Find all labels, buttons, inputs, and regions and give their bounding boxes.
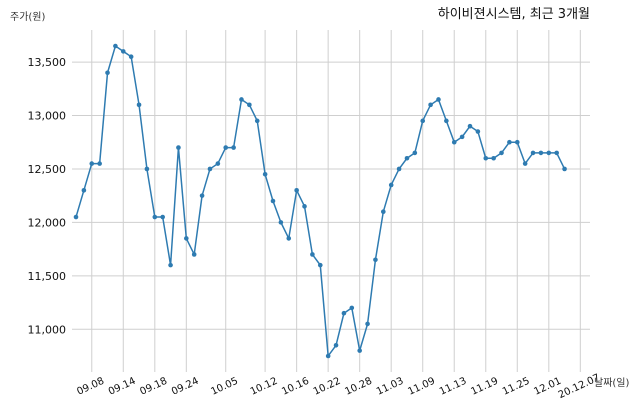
data-point (404, 155, 410, 161)
x-tick-label: 11.09 (406, 376, 437, 398)
x-tick-label: 09.14 (107, 376, 138, 398)
data-point (325, 353, 331, 359)
y-tick-label: 13,000 (28, 110, 67, 123)
series-price (73, 43, 567, 359)
data-point (333, 342, 339, 348)
data-point (522, 161, 528, 166)
data-point (176, 145, 181, 150)
data-point (160, 214, 165, 220)
data-point (562, 166, 567, 172)
y-tick-labels: 11,000 11,500 12,000 12,500 13,000 13,500 (28, 56, 67, 336)
data-point (191, 252, 197, 257)
data-point (302, 204, 307, 209)
chart-title: 하이비젼시스템, 최근 3개월 (438, 7, 590, 22)
data-point (483, 155, 489, 161)
data-point (310, 252, 315, 257)
x-tick-label: 10.05 (209, 376, 240, 398)
x-tick-label: 11.25 (501, 376, 532, 398)
x-tick-label: 10.22 (312, 376, 343, 398)
data-point (262, 171, 268, 177)
data-point (223, 145, 229, 150)
grid (72, 30, 590, 372)
data-point (89, 161, 95, 166)
x-tick-label: 09.08 (75, 376, 106, 398)
y-tick-label: 12,500 (28, 163, 67, 176)
data-point (199, 193, 205, 198)
data-point (514, 139, 520, 145)
data-point (459, 134, 465, 140)
data-point (396, 166, 402, 172)
data-point (215, 161, 221, 166)
data-point (381, 209, 386, 214)
y-tick-label: 12,000 (28, 216, 67, 229)
data-point (507, 139, 512, 145)
y-tick-label: 13,500 (28, 56, 67, 69)
data-point (152, 214, 158, 220)
data-point (538, 150, 544, 156)
data-point (420, 118, 426, 124)
data-point (491, 155, 496, 161)
x-tick-label: 09.24 (170, 376, 201, 398)
data-point (128, 54, 134, 60)
x-tick-label: 09.18 (138, 376, 169, 398)
y-tick-label: 11,500 (28, 270, 67, 283)
data-point (207, 166, 213, 172)
data-point (365, 321, 370, 327)
data-point (278, 220, 284, 225)
x-tick-label: 10.16 (280, 376, 311, 398)
data-point (113, 43, 118, 49)
x-tick-labels: 09.08 09.14 09.18 09.24 10.05 10.12 10.16 10.22… (75, 372, 601, 401)
data-point (254, 118, 260, 124)
data-point (73, 214, 79, 220)
data-point (136, 102, 142, 108)
data-point (357, 348, 362, 353)
data-point (294, 188, 299, 193)
x-tick-label: 10.12 (249, 376, 280, 398)
data-point (388, 182, 394, 188)
data-point (270, 198, 276, 204)
data-point (554, 150, 559, 156)
data-point (428, 102, 433, 108)
x-axis-label: 날짜(일) (594, 377, 630, 389)
data-point (467, 123, 473, 129)
data-point (349, 305, 355, 311)
x-tick-label: 11.19 (469, 376, 500, 398)
data-point (81, 188, 87, 193)
y-tick-label: 11,000 (28, 323, 67, 336)
data-point (546, 150, 552, 156)
price-line (75, 45, 566, 357)
data-point (286, 236, 292, 241)
data-point (530, 150, 536, 156)
x-tick-label: 10.28 (343, 376, 374, 398)
data-point (499, 150, 504, 156)
data-point (444, 118, 449, 124)
data-point (247, 102, 252, 108)
data-point (317, 262, 323, 268)
y-axis-label: 주가(원) (10, 11, 46, 23)
data-point (168, 262, 173, 268)
x-tick-label: 11.13 (438, 376, 469, 398)
data-point (144, 166, 150, 172)
data-point (105, 70, 110, 76)
data-point (341, 310, 347, 316)
data-point (373, 257, 378, 263)
data-point (239, 97, 244, 102)
data-point (97, 161, 102, 166)
data-point (120, 49, 126, 54)
data-point (475, 129, 481, 134)
data-point (451, 139, 457, 145)
data-point (184, 236, 189, 241)
x-tick-label: 11.03 (375, 376, 406, 398)
data-point (436, 97, 441, 102)
data-point (231, 145, 236, 150)
data-point (412, 150, 418, 156)
